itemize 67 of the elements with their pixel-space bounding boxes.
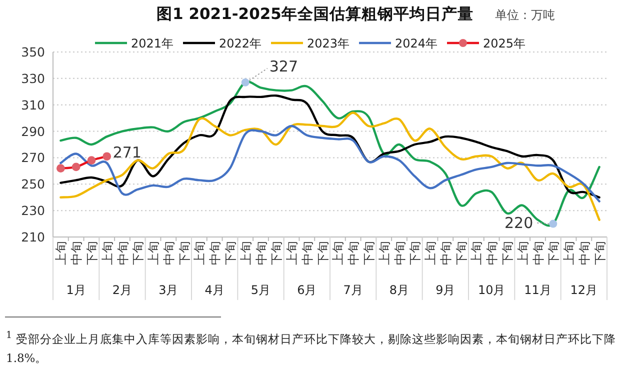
y-tick-label: 250: [21, 176, 46, 192]
legend-label: 2023年: [307, 36, 350, 50]
x-tick-label: 上旬: [516, 241, 530, 265]
annotation: 271: [112, 143, 142, 162]
legend-label: 2025年: [483, 36, 526, 50]
x-tick-label: 上旬: [238, 241, 253, 265]
y-tick-label: 230: [21, 203, 46, 218]
y-tick-label: 310: [21, 97, 46, 112]
text: 2月: [112, 283, 132, 297]
x-tick-label: 下旬: [408, 241, 422, 265]
text: 1月: [66, 283, 86, 297]
text: 7月: [343, 283, 363, 297]
x-tick-label: 中旬: [116, 241, 130, 265]
y-tick-label: 270: [21, 150, 46, 166]
x-tick-label: 上旬: [470, 241, 484, 265]
x-tick-label: 中旬: [577, 241, 592, 265]
x-tick-label: 上旬: [285, 241, 300, 265]
y-tick-label: 210: [21, 230, 46, 244]
text: 10月: [478, 283, 506, 297]
x-tick-label: 下旬: [177, 241, 192, 265]
text: 9月: [436, 283, 456, 297]
x-tick-label: 中旬: [531, 241, 546, 265]
x-tick-label: 中旬: [254, 241, 268, 265]
x-tick-label: 下旬: [316, 241, 330, 265]
text: 5月: [250, 283, 271, 297]
text: 11月: [524, 283, 552, 297]
x-tick-label: 下旬: [223, 241, 238, 265]
x-tick-label: 上旬: [146, 241, 161, 265]
x-tick-label: 中旬: [485, 241, 500, 265]
annotation: 220: [504, 214, 534, 232]
x-tick-label: 中旬: [70, 241, 84, 265]
legend-label: 2021年: [131, 36, 174, 50]
x-tick-label: 下旬: [546, 241, 561, 265]
x-tick-label: 下旬: [270, 241, 284, 265]
x-tick-label: 上旬: [100, 241, 114, 265]
x-tick-label: 下旬: [84, 241, 99, 265]
text: 3月: [158, 283, 178, 297]
x-tick-label: 上旬: [192, 241, 207, 265]
x-tick-label: 下旬: [131, 241, 146, 265]
text: 12月: [570, 283, 598, 297]
x-tick-label: 中旬: [162, 241, 176, 265]
text: 8月: [389, 283, 410, 297]
legend-label: 2024年: [395, 36, 438, 50]
text: $^{1}$ 受部分企业上月底集中入库等因素影响，本旬钢材日产环比下降较大，剔除这些影响因素，本旬钢材日产环比下降 1.8%。: [6, 329, 617, 367]
y-tick-label: 330: [21, 70, 46, 86]
text: 4月: [204, 283, 224, 297]
x-tick-label: 中旬: [208, 241, 222, 265]
legend-label: 2022年: [219, 36, 262, 50]
x-tick-label: 中旬: [392, 241, 407, 265]
x-tick-label: 上旬: [331, 241, 346, 265]
y-tick-label: 350: [21, 44, 46, 60]
x-tick-label: 上旬: [562, 241, 576, 265]
x-tick-label: 中旬: [300, 241, 314, 265]
x-tick-label: 下旬: [500, 241, 514, 265]
x-tick-label: 下旬: [454, 241, 468, 265]
x-tick-label: 中旬: [346, 241, 361, 265]
x-tick-label: 下旬: [592, 241, 607, 265]
x-tick-label: 上旬: [424, 241, 438, 265]
x-tick-label: 上旬: [54, 241, 68, 265]
chart-title: 图1 2021-2025年全国估算粗钢平均日产量: [156, 5, 474, 23]
annotation: 327: [269, 57, 298, 76]
x-tick-label: 上旬: [377, 241, 392, 265]
chart-subtitle: 单位：万吨: [495, 8, 555, 22]
text: 6月: [297, 283, 317, 297]
x-tick-label: 下旬: [362, 241, 376, 265]
y-tick-label: 290: [21, 124, 46, 139]
x-tick-label: 中旬: [438, 241, 453, 265]
